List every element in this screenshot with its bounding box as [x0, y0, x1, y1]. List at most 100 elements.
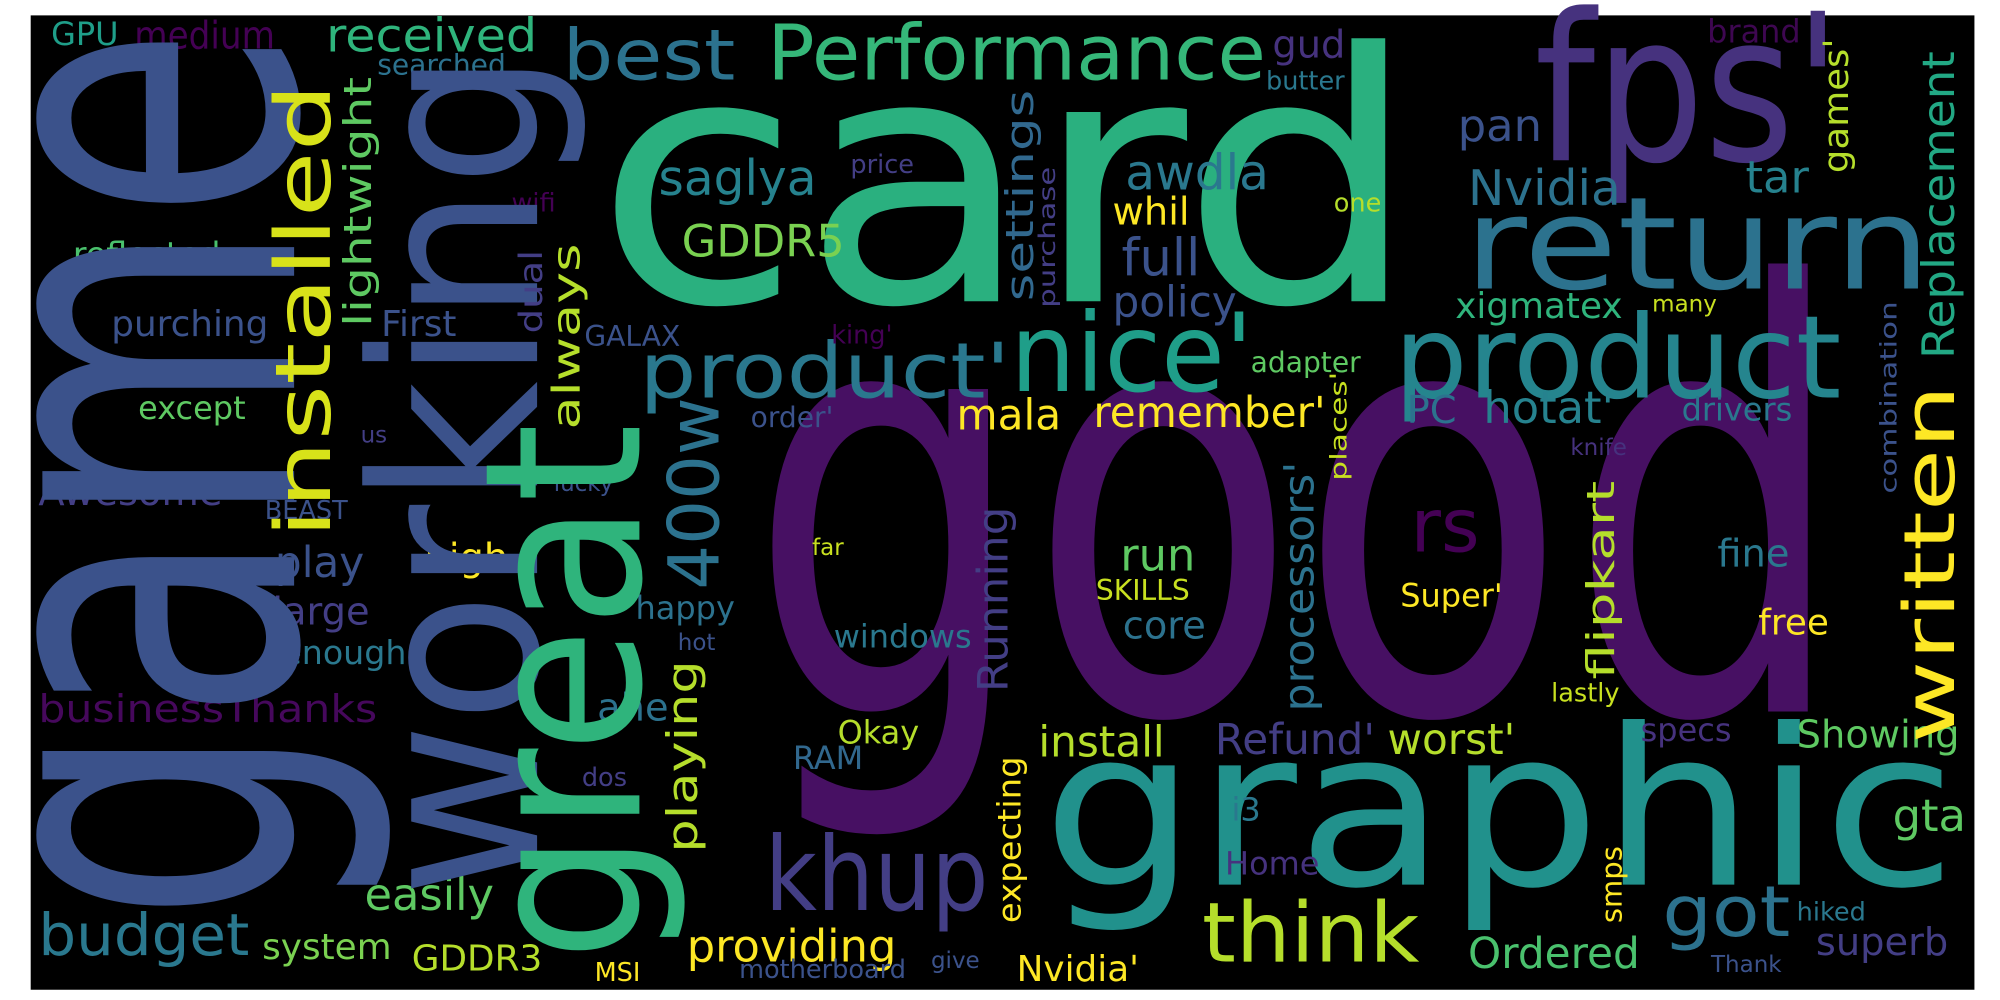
word: Ordered	[1468, 929, 1640, 978]
word: whil	[1113, 189, 1190, 234]
word: dos	[582, 763, 627, 793]
word: graphic	[1042, 683, 1956, 936]
word: i3	[1231, 790, 1260, 828]
word: ahe	[597, 685, 668, 730]
word: price	[850, 150, 914, 180]
word: Replacement	[1912, 51, 1965, 359]
word: good	[748, 164, 1848, 851]
word: enough	[281, 633, 406, 672]
word: product'	[639, 327, 1010, 416]
word: GPU	[51, 15, 118, 53]
word: order'	[751, 401, 834, 434]
word: happy	[636, 589, 735, 627]
word: think	[1202, 884, 1419, 981]
word: specs	[1641, 711, 1732, 749]
word: processors'	[1274, 462, 1323, 712]
word: card	[595, 0, 1420, 383]
word: Performance	[767, 9, 1266, 98]
word: 400w	[654, 397, 736, 589]
word: fine	[1717, 532, 1789, 577]
word: got	[1662, 871, 1790, 953]
word: tar	[1746, 150, 1810, 203]
word: purchase	[1035, 167, 1061, 308]
word: hiked	[1797, 897, 1866, 927]
word: SKILLS	[1096, 574, 1190, 607]
word: searched	[377, 48, 506, 81]
word: reflected	[73, 234, 221, 273]
word: smps	[1596, 846, 1629, 923]
word: easily	[364, 868, 494, 921]
word: lucky	[554, 471, 614, 497]
cloud-background	[30, 15, 1975, 990]
word: Running	[969, 506, 1018, 692]
word: wifi	[512, 189, 556, 219]
word: mala	[957, 390, 1062, 439]
word: game	[0, 26, 403, 923]
word: many	[1652, 292, 1717, 318]
word: Showing	[1797, 712, 1960, 757]
word: brand	[1707, 12, 1801, 50]
word: Home	[1225, 844, 1319, 882]
word: games'	[1817, 38, 1857, 173]
word: dual	[512, 250, 550, 333]
word: policy	[1113, 278, 1237, 327]
word: install	[1038, 717, 1164, 766]
word: PC	[1407, 388, 1457, 433]
word: play	[275, 538, 364, 587]
word: khup	[765, 816, 989, 935]
word: installed	[260, 83, 349, 538]
word: First	[381, 304, 456, 345]
word: Nvidia	[1468, 161, 1621, 217]
word: us	[361, 422, 388, 448]
word: system	[262, 927, 391, 968]
word: combination	[1876, 301, 1902, 493]
word: nice'	[1010, 290, 1253, 417]
word: gud	[1272, 23, 1345, 68]
word: Nvidia'	[1017, 949, 1139, 990]
word: Thank	[1710, 952, 1782, 978]
word: knife	[1570, 435, 1627, 461]
word: awdla	[1125, 146, 1269, 202]
word: give	[931, 948, 980, 974]
word: businessThanks	[38, 687, 377, 732]
word: always	[544, 244, 589, 430]
word: return	[1464, 170, 1931, 319]
word: large	[272, 589, 369, 634]
word: Okay	[838, 714, 920, 752]
word: great	[439, 423, 692, 961]
word: xigmatex	[1455, 286, 1622, 327]
word: motherboard	[739, 955, 906, 985]
word: superb	[1816, 920, 1948, 965]
word: except	[138, 389, 246, 427]
word: Awesome	[38, 470, 222, 515]
word: RAM	[793, 739, 863, 777]
word: rs	[1410, 482, 1479, 569]
word: received	[326, 8, 537, 62]
word: MSI	[595, 958, 641, 988]
word: lightwight	[336, 77, 381, 327]
word: Refund'	[1215, 715, 1375, 764]
word: butter	[1266, 67, 1345, 97]
word: gta	[1893, 789, 1966, 842]
word: worst'	[1387, 715, 1515, 764]
word: purching	[111, 304, 268, 345]
word: flipkart	[1579, 481, 1624, 680]
word: remember'	[1093, 388, 1325, 437]
word: adapter	[1251, 346, 1361, 379]
word: fps'	[1535, 0, 1842, 209]
word: written	[1889, 385, 1971, 744]
word: high	[425, 535, 509, 580]
word: king'	[831, 321, 892, 351]
word: best	[563, 14, 736, 96]
word: GDDR3	[412, 938, 543, 979]
word: GDDR5	[682, 214, 845, 267]
word: places'	[1327, 372, 1353, 481]
word: core	[1123, 603, 1206, 648]
word: lastly	[1551, 678, 1619, 708]
word: saglya	[659, 151, 817, 207]
word: free	[1758, 603, 1829, 644]
word: BEAST	[265, 496, 348, 526]
word: settings	[998, 90, 1043, 302]
